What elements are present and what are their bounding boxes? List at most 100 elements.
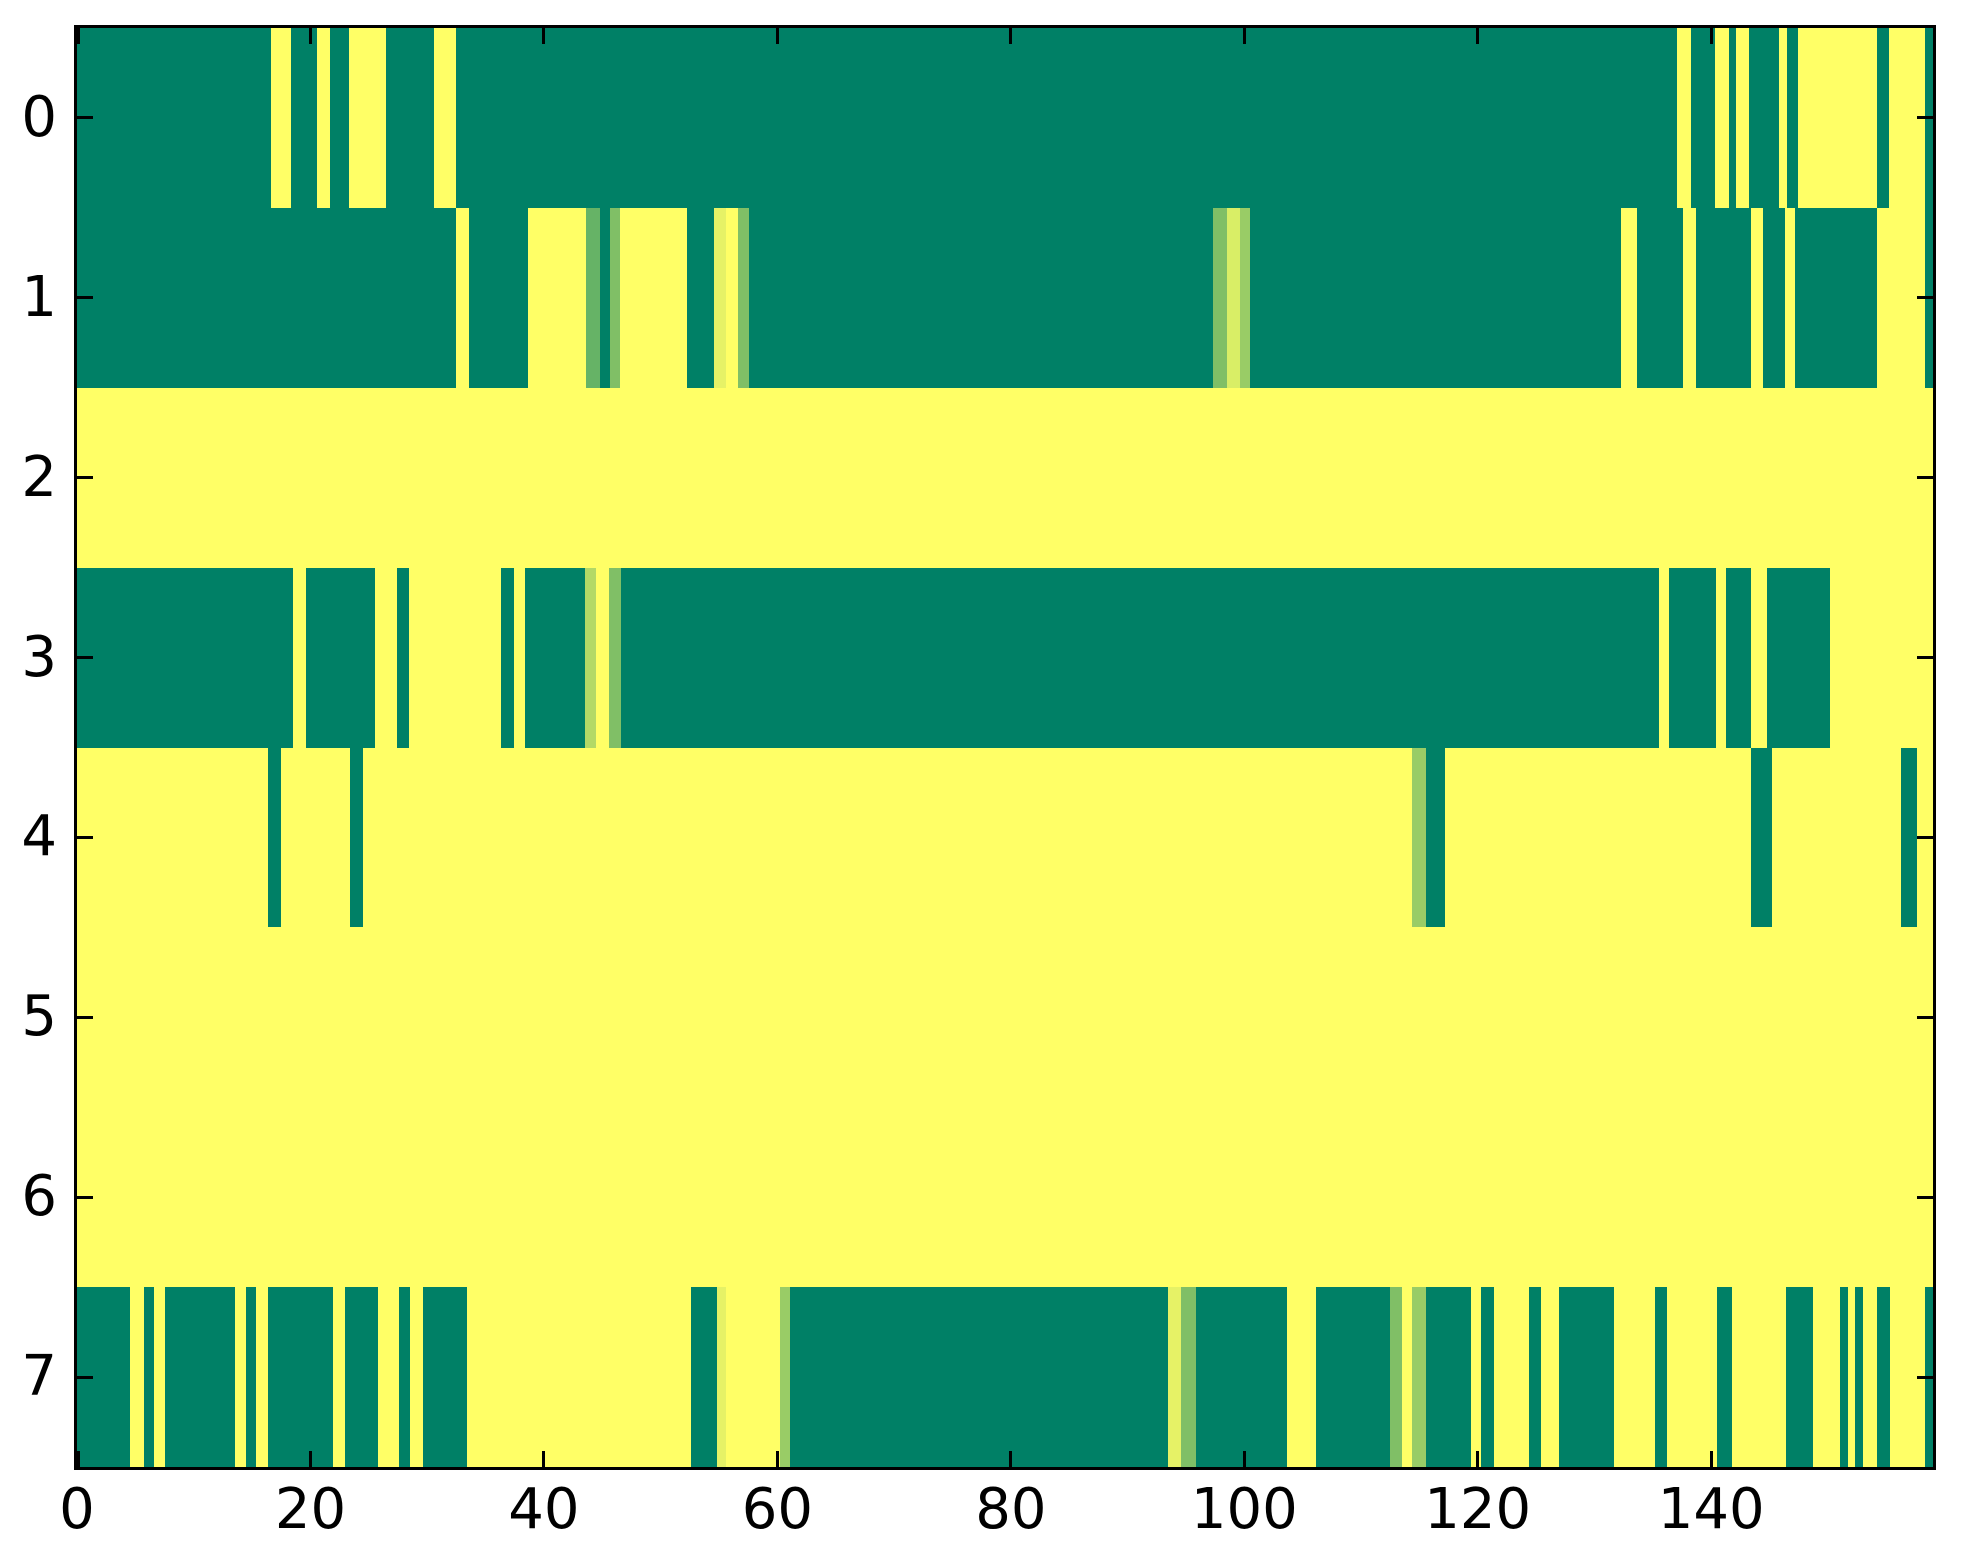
heatmap-row-2 — [77, 387, 1933, 568]
y-tick-right — [1917, 1195, 1933, 1199]
heatmap-segment — [378, 1287, 400, 1467]
heatmap-segment — [1636, 207, 1684, 388]
heatmap-segment — [1717, 1287, 1733, 1467]
heatmap-row-0 — [77, 28, 1933, 208]
x-tick-label: 120 — [1424, 1477, 1532, 1542]
heatmap-segment — [609, 567, 621, 748]
y-tick — [77, 1375, 93, 1379]
x-tick-top — [77, 28, 80, 44]
heatmap-segment — [749, 207, 1213, 388]
heatmap-segment — [1750, 567, 1768, 748]
heatmap-segment — [690, 1287, 717, 1467]
x-tick-top — [1242, 28, 1246, 44]
heatmap-segment — [1426, 1287, 1471, 1467]
x-tick — [542, 1451, 546, 1467]
y-tick-label: 2 — [21, 444, 57, 510]
heatmap-segment — [1750, 207, 1763, 388]
heatmap-segment — [77, 207, 457, 388]
heatmap-segment — [726, 207, 738, 388]
y-tick — [77, 296, 93, 300]
y-tick-right — [1917, 116, 1933, 120]
heatmap-segment — [1847, 1287, 1855, 1467]
heatmap-segment — [737, 207, 750, 388]
heatmap-segment — [1735, 28, 1749, 208]
heatmap-segment — [513, 567, 526, 748]
heatmap-segment — [1226, 207, 1240, 388]
heatmap-segment — [1812, 1287, 1840, 1467]
heatmap-segment — [1862, 1287, 1877, 1467]
heatmap-segment — [399, 1287, 410, 1467]
y-tick-label: 7 — [21, 1344, 57, 1410]
y-tick-label: 6 — [21, 1164, 57, 1230]
heatmap-segment — [143, 1287, 155, 1467]
x-tick-top — [1009, 28, 1013, 44]
heatmap-segment — [77, 927, 1933, 1108]
x-tick — [77, 1451, 80, 1467]
heatmap-segment — [456, 207, 470, 388]
y-tick — [77, 116, 93, 120]
heatmap-segment — [620, 567, 1659, 748]
heatmap-segment — [1696, 207, 1751, 388]
x-tick-label: 40 — [508, 1477, 580, 1542]
heatmap-segment — [1771, 747, 1902, 928]
x-tick-label: 20 — [274, 1477, 347, 1542]
heatmap-segment — [1239, 207, 1251, 388]
heatmap-segment — [1390, 1287, 1402, 1467]
heatmap-segment — [1876, 28, 1889, 208]
heatmap-segment — [317, 28, 331, 208]
heatmap-segment — [1412, 1287, 1427, 1467]
y-tick — [77, 1015, 93, 1019]
y-tick-label: 5 — [21, 984, 57, 1050]
heatmap-segment — [255, 1287, 269, 1467]
heatmap-segment — [1728, 28, 1736, 208]
x-tick — [1242, 1451, 1246, 1467]
heatmap-segment — [386, 28, 435, 208]
heatmap-segment — [1726, 567, 1751, 748]
y-tick-label: 1 — [21, 264, 57, 330]
y-tick-right — [1917, 835, 1933, 839]
heatmap-plot — [74, 25, 1936, 1470]
x-tick — [775, 1451, 779, 1467]
heatmap-segment — [1658, 567, 1670, 748]
y-tick-right — [1917, 476, 1933, 480]
heatmap-segment — [1683, 207, 1697, 388]
y-tick-right — [1917, 656, 1933, 660]
heatmap-segment — [1481, 1287, 1495, 1467]
x-tick-label: 100 — [1190, 1477, 1298, 1542]
heatmap-segment — [345, 1287, 379, 1467]
heatmap-segment — [1494, 1287, 1530, 1467]
heatmap-segment — [1287, 1287, 1316, 1467]
heatmap-segment — [290, 28, 318, 208]
heatmap-segment — [330, 28, 349, 208]
x-tick-label: 0 — [59, 1477, 95, 1542]
heatmap-segment — [1315, 1287, 1391, 1467]
heatmap-segment — [790, 1287, 1169, 1467]
heatmap-segment — [596, 567, 610, 748]
heatmap-segment — [1876, 207, 1925, 388]
x-tick-top — [1709, 28, 1713, 44]
y-tick-right — [1917, 296, 1933, 300]
heatmap-segment — [779, 1287, 791, 1467]
x-tick — [1476, 1451, 1480, 1467]
x-tick — [1009, 1451, 1013, 1467]
heatmap-row-3 — [77, 567, 1933, 748]
x-tick-top — [542, 28, 546, 44]
heatmap-segment — [469, 207, 528, 388]
y-tick-right — [1917, 1015, 1933, 1019]
heatmap-segment — [1767, 567, 1831, 748]
heatmap-segment — [1426, 747, 1446, 928]
heatmap-segment — [1830, 567, 1933, 748]
heatmap-segment — [1854, 1287, 1863, 1467]
heatmap-segment — [1732, 1287, 1786, 1467]
y-tick-label: 4 — [21, 804, 57, 870]
heatmap-segment — [527, 207, 586, 388]
x-tick-top — [1476, 28, 1480, 44]
heatmap-segment — [714, 207, 726, 388]
heatmap-segment — [268, 1287, 333, 1467]
y-tick-right — [1917, 1375, 1933, 1379]
heatmap-segment — [1839, 1287, 1848, 1467]
heatmap-segment — [1666, 1287, 1718, 1467]
heatmap-segment — [1614, 1287, 1656, 1467]
heatmap-segment — [409, 1287, 423, 1467]
